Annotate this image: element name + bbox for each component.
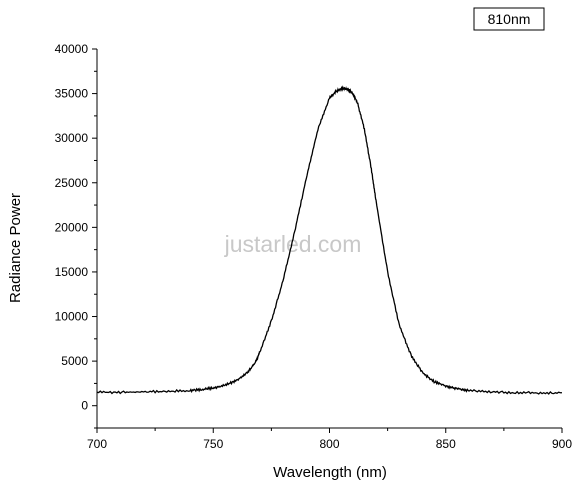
tick-marks [92,48,563,433]
series-group [96,85,562,395]
y-tick-label: 40000 [55,42,89,56]
y-tick-label: 35000 [55,87,89,101]
spectrum-line [96,85,562,395]
tick-labels: 700 750 800 850 900 0 5000 10000 15000 20000 25000… [55,42,573,451]
x-tick-label: 700 [87,437,107,451]
y-axis-label: Radiance Power [7,193,24,303]
y-tick-label: 30000 [55,131,89,145]
legend-label: 810nm [488,11,531,27]
y-tick-label: 15000 [55,265,89,279]
y-tick-label: 10000 [55,310,89,324]
y-tick-label: 25000 [55,176,89,190]
y-tick-label: 5000 [61,354,88,368]
x-tick-label: 850 [436,437,456,451]
y-tick-label: 0 [81,399,88,413]
x-axis-label: Wavelength (nm) [273,464,387,481]
x-tick-label: 750 [203,437,223,451]
y-tick-label: 20000 [55,220,89,234]
x-tick-label: 800 [319,437,339,451]
x-tick-label: 900 [552,437,572,451]
watermark-text: justarled.com [224,231,362,257]
legend-box [473,7,545,31]
